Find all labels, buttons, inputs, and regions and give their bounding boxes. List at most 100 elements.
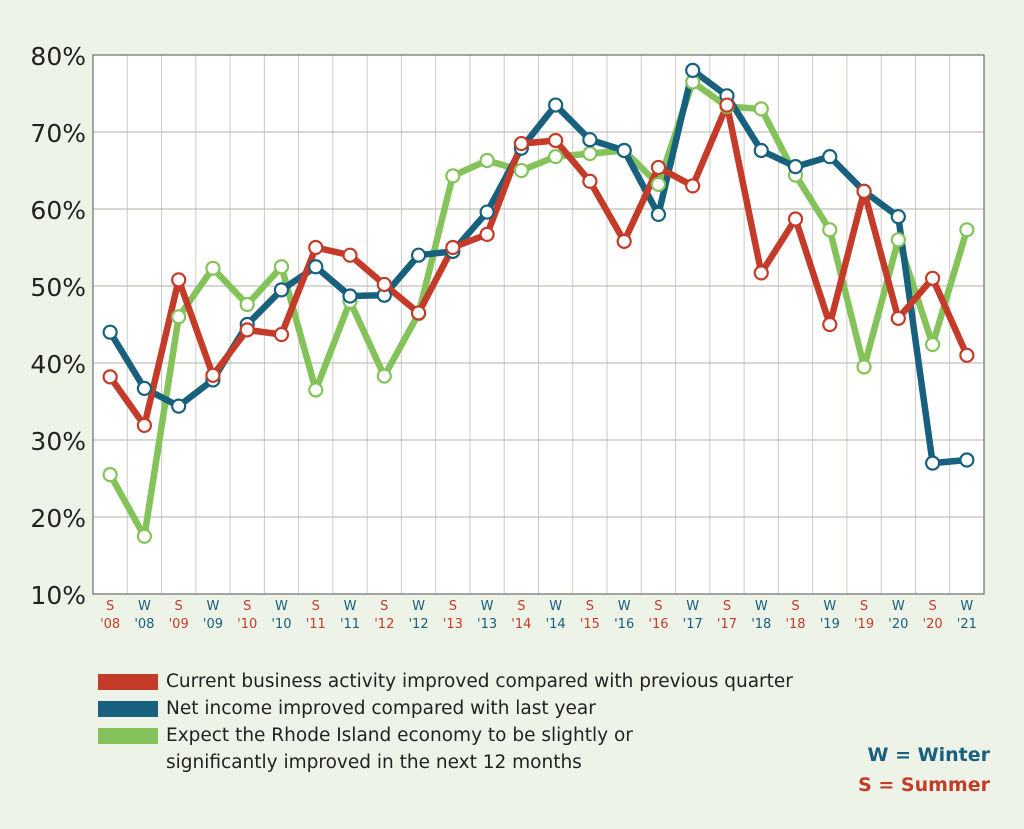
series-point-2: [685, 178, 701, 194]
series-point-0: [890, 232, 906, 248]
x-tick-season: W: [755, 599, 768, 614]
x-tick-season: W: [412, 599, 425, 614]
series-point-2: [171, 272, 187, 288]
series-point-1: [410, 247, 427, 263]
series-point-1: [685, 62, 701, 79]
x-tick-season: S: [175, 599, 183, 614]
series-point-1: [753, 142, 769, 159]
x-tick-year: '14: [546, 617, 566, 632]
series-point-2: [136, 417, 153, 433]
plot-frame: [92, 54, 985, 595]
x-tick-year: '10: [271, 617, 291, 632]
x-tick-year: '17: [717, 617, 737, 632]
series-point-1: [822, 149, 838, 165]
series-point-2: [856, 183, 872, 199]
series-point-2: [239, 322, 255, 338]
legend-swatch-business-activity: [98, 674, 158, 690]
series-point-0: [171, 309, 187, 325]
x-tick-year: '18: [751, 617, 771, 632]
series-point-2: [616, 233, 632, 249]
x-tick-year: '19: [820, 617, 840, 632]
x-tick-year: '13: [477, 617, 497, 632]
series-point-1: [548, 97, 564, 113]
y-tick-label: 20%: [30, 504, 86, 533]
series-point-2: [959, 347, 975, 363]
series-point-0: [959, 222, 975, 238]
series-point-2: [650, 159, 667, 176]
x-tick-year: '18: [785, 617, 805, 632]
series-point-2: [410, 305, 427, 321]
x-tick-season: S: [243, 599, 251, 614]
series-point-2: [479, 226, 495, 243]
series-point-2: [308, 239, 324, 256]
series-line-0: [106, 78, 971, 540]
x-tick-season: W: [618, 599, 631, 614]
x-tick-season: W: [960, 599, 973, 614]
y-tick-label: 80%: [30, 42, 86, 71]
x-tick-year: '16: [648, 617, 668, 632]
x-tick-season: S: [723, 599, 731, 614]
series-point-0: [376, 368, 392, 384]
legend-swatch-economy-outlook: [98, 728, 158, 744]
x-tick-season: S: [517, 599, 525, 614]
series-point-1: [171, 398, 187, 414]
x-tick-year: '21: [957, 617, 977, 632]
y-tick-label: 10%: [30, 581, 86, 610]
series-point-2: [445, 239, 461, 256]
x-tick-year: '19: [854, 617, 874, 632]
series-point-2: [376, 276, 392, 293]
series-point-0: [479, 152, 495, 169]
x-tick-season: W: [481, 599, 494, 614]
x-tick-season: W: [549, 599, 562, 614]
series-point-0: [924, 336, 941, 353]
x-tick-season: S: [860, 599, 868, 614]
series-point-0: [650, 176, 667, 192]
x-tick-season: S: [312, 599, 320, 614]
series-point-1: [959, 452, 975, 468]
x-tick-season: W: [207, 599, 220, 614]
legend-label-business-activity: Current business activity improved compa…: [166, 671, 793, 692]
series-point-1: [102, 324, 118, 340]
series-point-2: [102, 369, 118, 385]
series-point-0: [136, 528, 153, 544]
series-point-0: [513, 162, 529, 179]
series-point-2: [582, 173, 598, 189]
series-point-0: [822, 222, 838, 238]
x-tick-year: '14: [511, 617, 531, 632]
x-tick-season: W: [344, 599, 357, 614]
x-tick-year: '15: [580, 617, 600, 632]
series-point-0: [582, 145, 598, 162]
x-tick-season: W: [823, 599, 836, 614]
x-tick-year: '10: [237, 617, 257, 632]
x-tick-season: S: [928, 599, 936, 614]
x-tick-season: W: [275, 599, 288, 614]
series-point-0: [753, 101, 769, 117]
x-tick-year: '11: [306, 617, 326, 632]
series-point-1: [890, 209, 906, 225]
x-tick-year: '11: [340, 617, 360, 632]
x-tick-season: S: [106, 599, 114, 614]
legend-label-economy-outlook: Expect the Rhode Island economy to be sl…: [166, 725, 633, 773]
series-point-0: [273, 259, 290, 275]
x-tick-year: '09: [169, 617, 189, 632]
series-point-2: [548, 132, 564, 149]
x-tick-year: '12: [374, 617, 394, 632]
y-tick-label: 40%: [30, 350, 86, 379]
x-tick-year: '08: [134, 617, 154, 632]
x-tick-season: S: [791, 599, 799, 614]
legend-label-net-income: Net income improved compared with last y…: [166, 698, 596, 719]
x-tick-season: W: [892, 599, 905, 614]
x-tick-season: S: [586, 599, 594, 614]
series-point-1: [787, 159, 804, 175]
series-point-2: [205, 367, 221, 383]
x-tick-year: '09: [203, 617, 223, 632]
x-tick-year: '16: [614, 617, 634, 632]
series-point-2: [513, 135, 529, 152]
y-tick-label: 60%: [30, 196, 86, 225]
series-point-2: [822, 316, 838, 333]
series-point-1: [308, 259, 324, 275]
series-point-2: [273, 326, 290, 343]
series-point-1: [650, 206, 667, 222]
series-point-2: [890, 310, 906, 326]
